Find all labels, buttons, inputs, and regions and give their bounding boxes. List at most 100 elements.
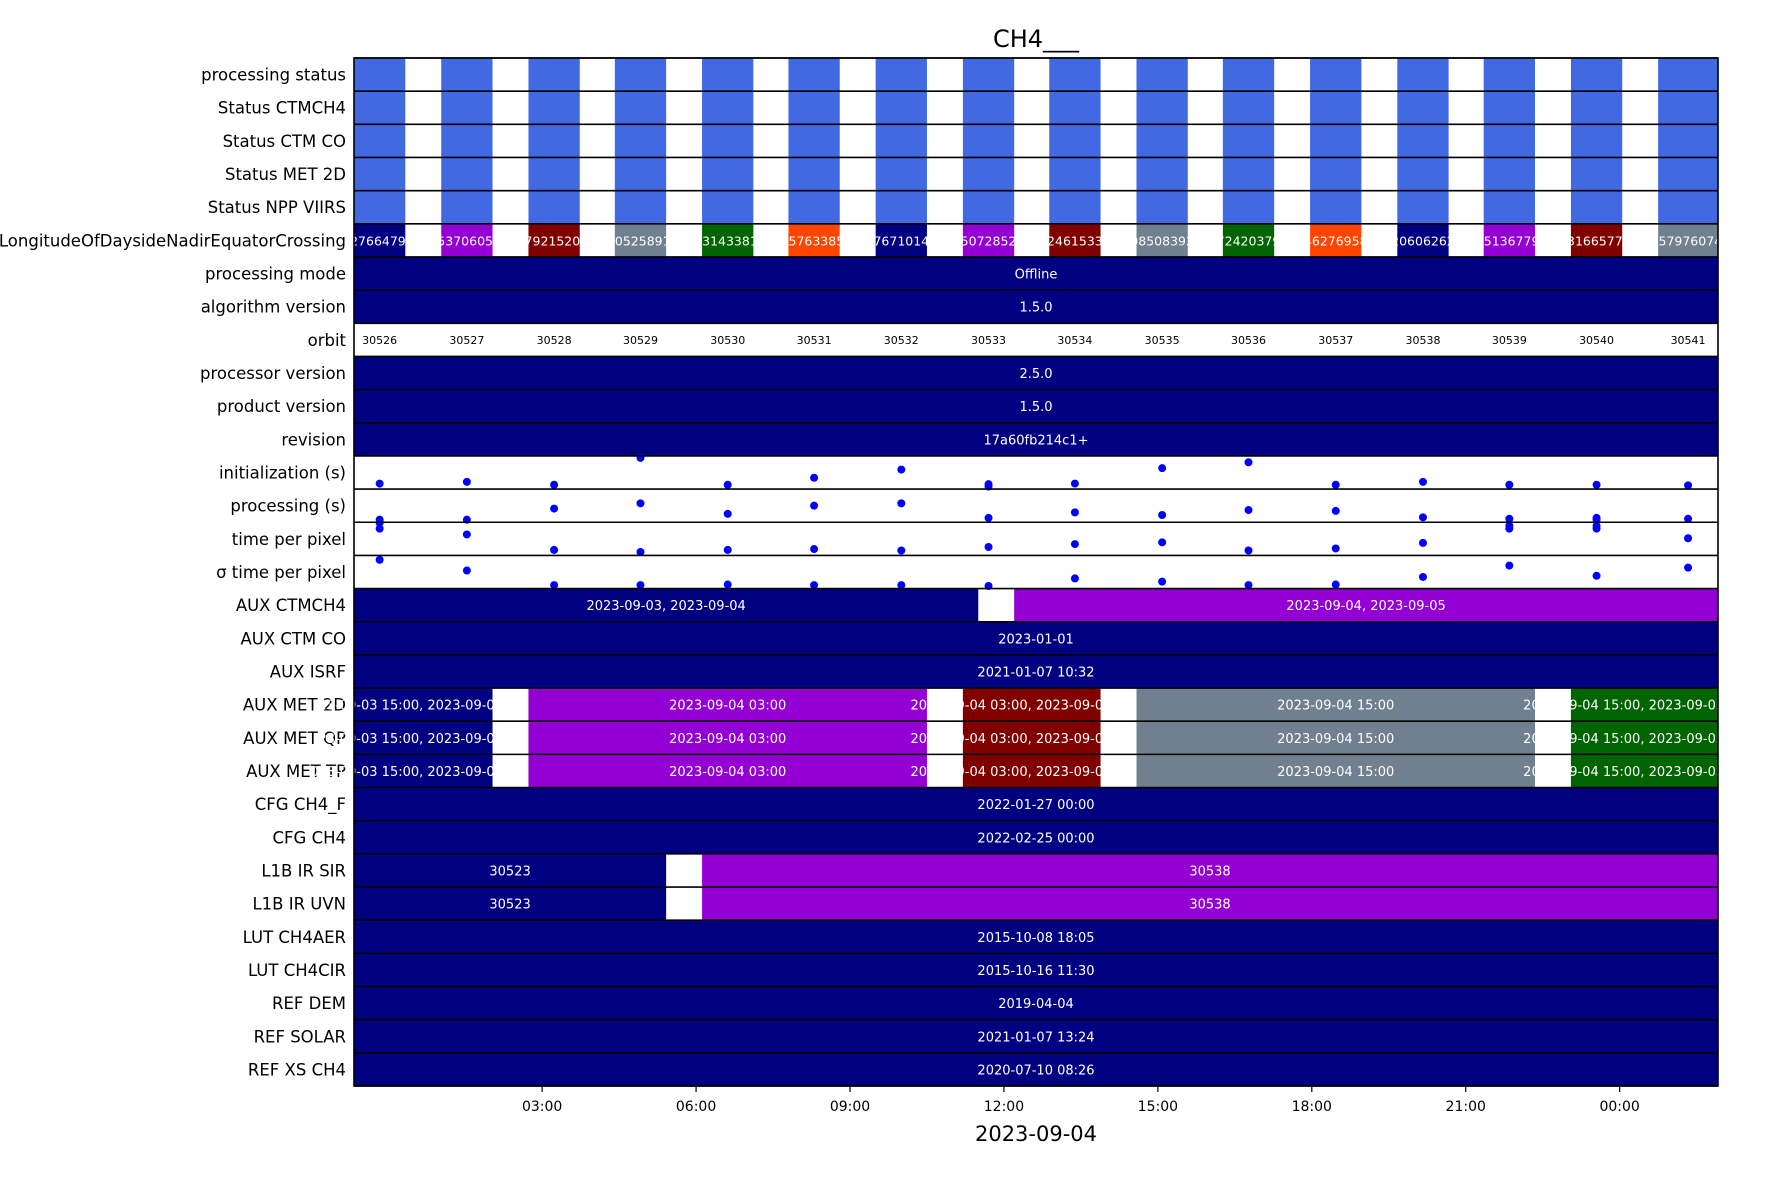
scatter-point xyxy=(375,524,384,533)
longitude-overflow-label: -19 xyxy=(583,233,603,248)
scatter-point xyxy=(897,546,906,555)
span-label: 30538 xyxy=(1189,898,1230,913)
status-bar xyxy=(1483,190,1535,224)
longitude-cell xyxy=(1222,223,1275,257)
scatter-point xyxy=(1070,508,1079,517)
status-bar xyxy=(614,124,667,158)
status-bar xyxy=(962,124,1015,158)
row-label: processor version xyxy=(200,364,346,383)
row-label: LUT CH4AER xyxy=(243,928,346,947)
status-bar xyxy=(962,58,1015,92)
span-label: 2022-01-27 00:00 xyxy=(977,798,1094,813)
status-bar xyxy=(614,58,667,92)
span-bar xyxy=(354,422,1718,456)
status-bar xyxy=(1658,58,1718,92)
longitude-value: 72420379 xyxy=(1217,233,1281,248)
span-label: 30523 xyxy=(489,864,530,879)
status-bar xyxy=(875,157,927,191)
orbit-number: 30528 xyxy=(537,334,572,347)
status-bar xyxy=(1136,157,1188,191)
row-5: LongitudeOfDaysideNadirEquatorCrossing -2… xyxy=(0,223,1722,257)
span-bar xyxy=(354,721,493,755)
span-bar xyxy=(528,688,927,722)
row-28: REF DEM 2019-04-04 xyxy=(272,986,1718,1020)
row-14: time per pixel xyxy=(232,518,1693,556)
row-label: AUX CTM CO xyxy=(240,629,346,648)
row-12: initialization (s) xyxy=(219,453,1693,491)
span-bar xyxy=(354,654,1718,689)
row-6: processing mode Offline xyxy=(205,256,1718,291)
x-tick-label: 12:00 xyxy=(984,1099,1024,1115)
x-tick-label: 21:00 xyxy=(1446,1099,1486,1115)
span-bar xyxy=(354,688,493,722)
scatter-point xyxy=(1505,514,1514,523)
row-label: Status CTMCH4 xyxy=(218,99,346,118)
status-bar xyxy=(1310,58,1362,92)
span-label: 2023-09-04 15:00 xyxy=(1277,765,1394,780)
row-label: Status CTM CO xyxy=(223,132,346,151)
row-label: L1B IR SIR xyxy=(261,861,346,880)
scatter-point xyxy=(1418,477,1427,486)
longitude-cell xyxy=(614,223,667,257)
status-bar xyxy=(614,91,667,125)
scatter-point xyxy=(810,473,819,482)
status-bar xyxy=(1570,190,1623,224)
span-label: 30523 xyxy=(489,898,530,913)
status-bar xyxy=(1570,58,1623,92)
scatter-point xyxy=(462,477,471,486)
scatter-point xyxy=(723,545,732,554)
span-bar xyxy=(354,256,1718,291)
status-bar xyxy=(702,91,754,125)
span-label: 2023-09-04 15:00 xyxy=(1277,732,1394,747)
scatter-point xyxy=(1684,481,1693,490)
scatter-point xyxy=(636,499,645,508)
span-bar xyxy=(1136,754,1535,788)
plot-frame xyxy=(353,57,1719,1087)
status-bar xyxy=(875,124,927,158)
scatter-point xyxy=(723,509,732,518)
orbit-number: 30526 xyxy=(362,334,397,347)
span-bar xyxy=(1136,688,1535,722)
row-label: processing status xyxy=(201,66,346,85)
orbit-number: 30531 xyxy=(797,334,832,347)
scatter-point xyxy=(1418,513,1427,522)
longitude-overflow-label: -84 xyxy=(1191,233,1211,248)
row-26: LUT CH4AER 2015-10-08 18:05 xyxy=(243,920,1718,954)
status-bar xyxy=(1397,91,1449,125)
scatter-point xyxy=(1331,480,1340,489)
row-17: AUX CTM CO 2023-01-01 xyxy=(240,621,1718,655)
span-bar xyxy=(354,853,667,888)
row-label: algorithm version xyxy=(201,298,346,317)
status-bar xyxy=(702,124,754,158)
longitude-value: 46276958 xyxy=(1304,233,1368,248)
longitude-cell xyxy=(1658,223,1718,257)
span-label: 2022-02-25 00:00 xyxy=(977,831,1094,846)
row-label: AUX MET 2D xyxy=(243,696,346,715)
row-9: processor version 2.5.0 xyxy=(200,356,1718,390)
scatter-point xyxy=(1505,561,1514,570)
status-bar xyxy=(354,58,406,92)
scatter-point xyxy=(1244,546,1253,555)
span-bar xyxy=(962,688,1101,722)
row-label: processing mode xyxy=(205,265,346,284)
row-22: CFG CH4_F 2022-01-27 00:00 xyxy=(255,787,1718,821)
row-label: CFG CH4 xyxy=(273,828,346,847)
span-label: 2021-01-07 13:24 xyxy=(977,1030,1094,1045)
status-bar xyxy=(1570,157,1623,191)
longitude-overflow-label: -4 xyxy=(1365,233,1378,248)
status-bar xyxy=(1310,190,1362,224)
scatter-point xyxy=(550,480,559,489)
status-bar xyxy=(614,157,667,191)
scatter-point xyxy=(636,581,645,590)
row-8: orbit 30526 30527 30528 30529 30530 30531 30532… xyxy=(308,331,1706,350)
row-2: Status CTM CO xyxy=(223,124,1718,158)
longitude-overflow-label: -6 xyxy=(1278,233,1291,248)
status-bar xyxy=(1222,157,1275,191)
chart-title: CH4___ xyxy=(993,25,1080,53)
row-label: L1B IR UVN xyxy=(252,895,346,914)
span-bar xyxy=(528,721,927,755)
status-bar xyxy=(1222,91,1275,125)
status-bar xyxy=(1397,157,1449,191)
longitude-cell xyxy=(528,223,580,257)
